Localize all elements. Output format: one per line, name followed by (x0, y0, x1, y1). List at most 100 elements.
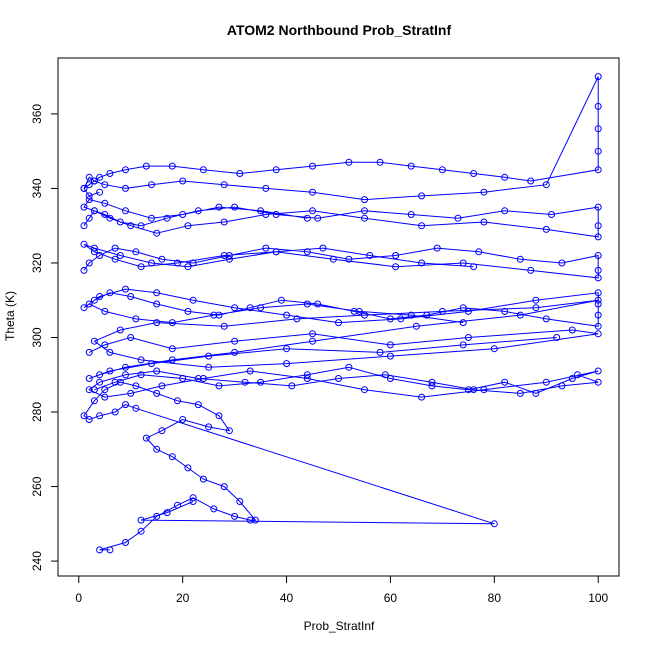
data-point (137, 371, 145, 379)
data-point (532, 296, 540, 304)
data-point (85, 348, 93, 356)
data-point (236, 170, 244, 177)
x-tick-label: 0 (75, 591, 82, 605)
data-point (594, 203, 602, 211)
data-point (137, 356, 145, 364)
data-point (137, 516, 145, 524)
data-point (122, 539, 129, 546)
data-point (168, 453, 176, 461)
data-point (127, 334, 135, 341)
data-point (303, 248, 311, 256)
series-4 (80, 240, 602, 282)
data-point (90, 248, 98, 256)
data-point (168, 162, 176, 170)
data-point (215, 203, 223, 211)
data-point (116, 326, 124, 334)
data-point (85, 259, 93, 267)
data-point (137, 222, 145, 230)
data-point (205, 352, 213, 360)
data-point (532, 389, 540, 397)
data-point (122, 401, 129, 409)
data-point (594, 125, 602, 133)
data-point (189, 296, 197, 304)
data-point (111, 408, 119, 416)
data-point (225, 252, 233, 259)
data-point (90, 386, 98, 394)
data-point (199, 475, 207, 483)
data-point (85, 416, 93, 423)
y-tick-label: 360 (30, 104, 44, 124)
data-point (90, 296, 98, 304)
data-point (153, 512, 161, 520)
data-point (80, 412, 88, 420)
data-point (475, 248, 483, 256)
data-point (179, 375, 187, 382)
y-tick-label: 320 (30, 253, 44, 273)
x-tick-label: 100 (588, 591, 608, 605)
data-point (392, 252, 400, 259)
data-point (594, 222, 602, 230)
data-point (168, 319, 176, 327)
data-point (85, 196, 93, 204)
data-point (210, 505, 218, 513)
data-point (96, 293, 104, 300)
data-point (80, 240, 88, 248)
data-point (319, 244, 327, 252)
data-point (199, 375, 207, 382)
data-point (85, 375, 93, 382)
data-point (459, 341, 467, 349)
data-point (501, 307, 509, 315)
x-tick-label: 60 (384, 591, 398, 605)
data-point (85, 386, 93, 394)
data-point (106, 214, 114, 222)
data-point (594, 330, 602, 338)
data-point (246, 304, 254, 312)
data-point (277, 296, 285, 304)
data-point (116, 252, 124, 259)
data-point (231, 304, 239, 312)
data-point (407, 311, 415, 319)
data-point (423, 311, 431, 319)
data-point (490, 520, 498, 528)
y-tick-label: 300 (30, 327, 44, 347)
data-point (594, 378, 602, 386)
data-point (220, 322, 228, 330)
data-point (480, 218, 488, 226)
data-point (106, 170, 114, 177)
data-point (345, 363, 353, 371)
data-point (111, 244, 119, 252)
data-point (96, 252, 104, 259)
data-point (464, 334, 472, 341)
data-point (179, 416, 187, 423)
data-point (558, 259, 566, 267)
data-point (283, 360, 291, 368)
data-point (532, 304, 540, 312)
data-point (594, 252, 602, 259)
data-point (215, 311, 223, 319)
data-point (148, 259, 155, 267)
data-point (568, 326, 576, 334)
y-tick-label: 340 (30, 178, 44, 198)
data-point (454, 214, 462, 222)
data-point (345, 158, 353, 166)
data-point (199, 166, 207, 174)
data-point (397, 315, 405, 323)
data-point (101, 199, 109, 207)
x-tick-label: 40 (280, 591, 294, 605)
data-point (594, 166, 602, 174)
data-point (148, 181, 155, 189)
data-point (148, 360, 155, 368)
data-point (246, 367, 254, 375)
data-point (153, 289, 161, 297)
data-point (80, 203, 88, 211)
data-point (407, 211, 415, 218)
series-1 (85, 296, 602, 382)
data-point (558, 382, 566, 390)
data-point (418, 222, 426, 230)
data-point (205, 423, 213, 431)
data-point (303, 371, 311, 379)
data-point (122, 166, 129, 174)
data-point (594, 147, 602, 155)
data-point (361, 207, 368, 215)
data-point (361, 386, 368, 394)
